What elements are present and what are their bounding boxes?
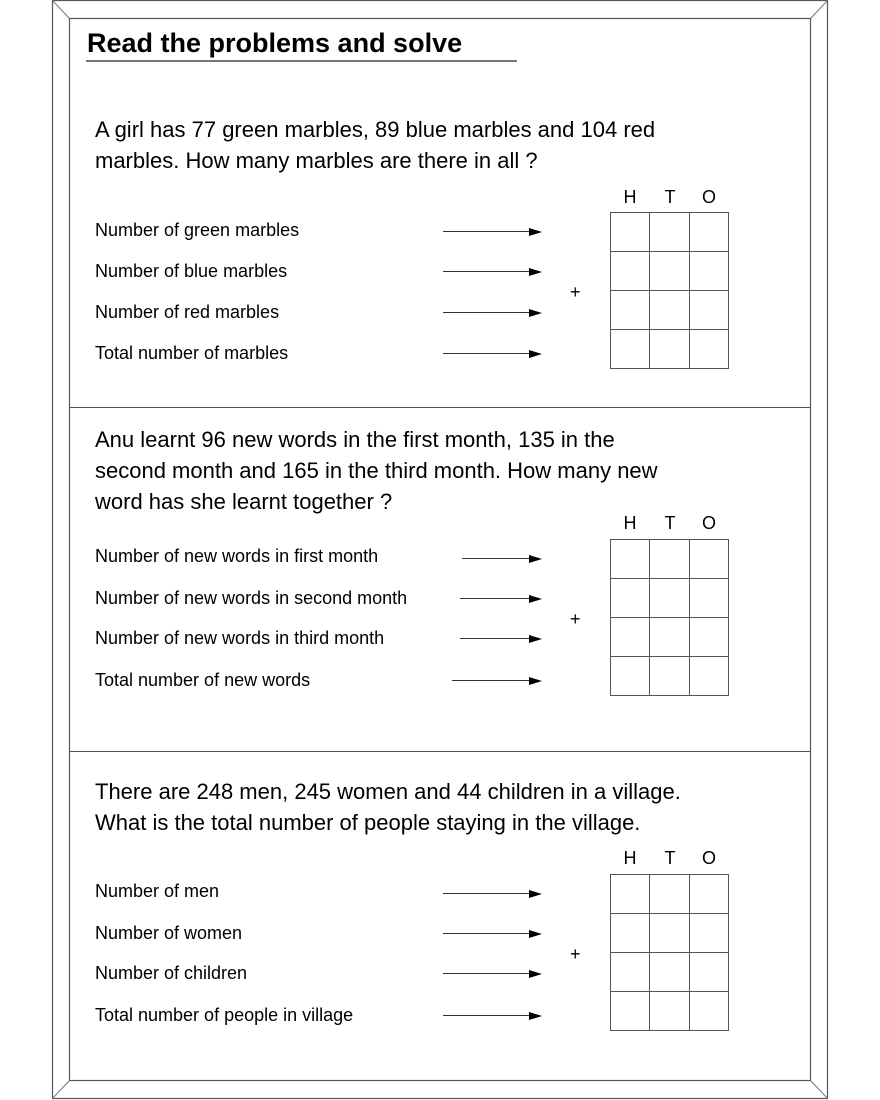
row-label: Number of new words in second month bbox=[95, 588, 408, 608]
question-line: marbles. How many marbles are there in a… bbox=[95, 148, 538, 173]
question-line: There are 248 men, 245 women and 44 chil… bbox=[95, 779, 681, 804]
row-label: Number of women bbox=[95, 923, 243, 943]
arrow-icon bbox=[443, 888, 542, 900]
arrow-icon bbox=[443, 226, 542, 238]
arrow-icon bbox=[443, 348, 542, 360]
question-line: What is the total number of people stayi… bbox=[95, 810, 641, 835]
section-divider bbox=[69, 407, 810, 408]
question-line: word has she learnt together ? bbox=[95, 489, 393, 514]
arrow-icon bbox=[460, 593, 542, 605]
row-label: Number of new words in first month bbox=[95, 546, 379, 566]
title-underline bbox=[86, 60, 517, 62]
row-label: Number of green marbles bbox=[95, 220, 300, 240]
answer-grid[interactable] bbox=[609, 539, 730, 696]
row-label: Total number of people in village bbox=[95, 1005, 354, 1025]
column-header-h: H bbox=[623, 848, 637, 868]
plus-sign: + bbox=[570, 609, 581, 629]
column-header-h: H bbox=[623, 513, 637, 533]
row-label: Number of red marbles bbox=[95, 302, 280, 322]
column-header-t: T bbox=[664, 848, 676, 868]
plus-sign: + bbox=[570, 944, 581, 964]
row-label: Number of children bbox=[95, 963, 248, 983]
section-divider bbox=[69, 751, 810, 752]
row-label: Total number of new words bbox=[95, 670, 311, 690]
question-line: A girl has 77 green marbles, 89 blue mar… bbox=[95, 117, 656, 142]
column-header-o: O bbox=[701, 513, 716, 533]
row-label: Number of blue marbles bbox=[95, 261, 288, 281]
column-header-h: H bbox=[623, 187, 637, 207]
row-label: Total number of marbles bbox=[95, 343, 289, 363]
question-line: Anu learnt 96 new words in the first mon… bbox=[95, 427, 615, 452]
question-line: second month and 165 in the third month.… bbox=[95, 458, 658, 483]
answer-grid[interactable] bbox=[609, 874, 730, 1031]
column-header-t: T bbox=[664, 513, 676, 533]
arrow-icon bbox=[443, 307, 542, 319]
plus-sign: + bbox=[570, 282, 581, 302]
arrow-icon bbox=[443, 1010, 542, 1022]
arrow-icon bbox=[443, 928, 542, 940]
row-label: Number of men bbox=[95, 881, 220, 901]
answer-grid[interactable] bbox=[609, 212, 730, 369]
arrow-icon bbox=[443, 266, 542, 278]
arrow-icon bbox=[452, 675, 542, 687]
arrow-icon bbox=[443, 968, 542, 980]
row-label: Number of new words in third month bbox=[95, 628, 385, 648]
column-header-t: T bbox=[664, 187, 676, 207]
arrow-icon bbox=[462, 553, 542, 565]
column-header-o: O bbox=[701, 187, 716, 207]
arrow-icon bbox=[460, 633, 542, 645]
column-header-o: O bbox=[701, 848, 716, 868]
page-title: Read the problems and solve bbox=[87, 28, 463, 58]
